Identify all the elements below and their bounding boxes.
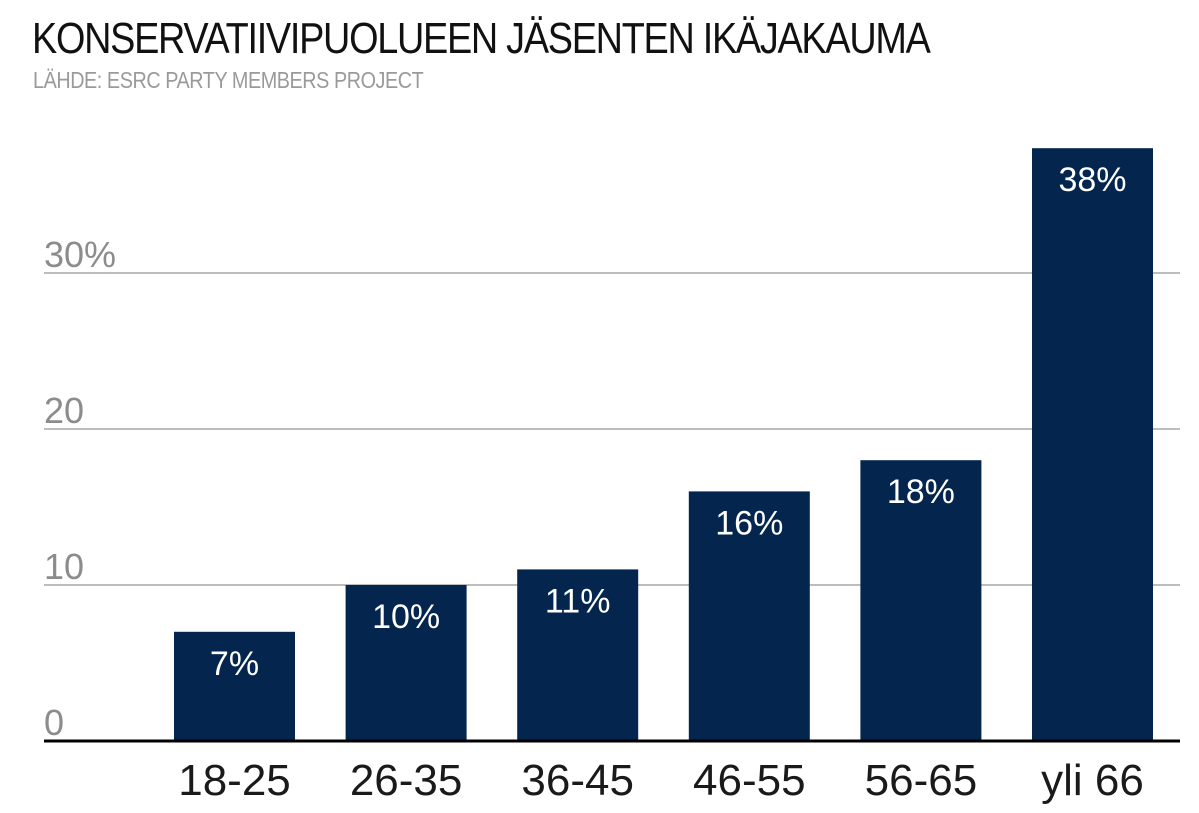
bars bbox=[174, 148, 1153, 741]
bar bbox=[345, 585, 467, 741]
data-label: 10% bbox=[372, 598, 440, 636]
category-label: 46-55 bbox=[693, 756, 806, 805]
bar bbox=[1032, 148, 1153, 741]
category-label: 36-45 bbox=[521, 756, 634, 805]
y-tick-label: 20 bbox=[44, 390, 84, 431]
chart-title: KONSERVATIIVIPUOLUEEN JÄSENTEN IKÄJAKAUM… bbox=[32, 14, 931, 63]
bar bbox=[688, 491, 810, 741]
category-label: 26-35 bbox=[350, 756, 463, 805]
y-tick-label: 0 bbox=[44, 702, 64, 743]
y-tick-label: 10 bbox=[44, 546, 84, 587]
y-axis-ticks: 0 10 20 30% bbox=[44, 234, 116, 743]
data-label: 11% bbox=[545, 582, 611, 620]
data-label: 7% bbox=[210, 645, 259, 683]
bar bbox=[860, 460, 982, 741]
data-label: 38% bbox=[1058, 161, 1126, 199]
y-tick-label: 30% bbox=[44, 234, 116, 275]
bar bbox=[174, 631, 295, 741]
category-label: yli 66 bbox=[1041, 756, 1144, 805]
data-label: 18% bbox=[887, 473, 955, 511]
data-label: 16% bbox=[715, 504, 783, 542]
bar bbox=[517, 569, 639, 741]
category-label: 18-25 bbox=[178, 756, 291, 805]
x-axis-categories: 18-25 26-35 36-45 46-55 56-65 yli 66 bbox=[178, 756, 1144, 805]
chart-subtitle: LÄHDE: ESRC PARTY MEMBERS PROJECT bbox=[33, 67, 424, 93]
data-labels: 7% 10% 11% 16% 18% 38% bbox=[210, 161, 1127, 683]
gridlines bbox=[44, 272, 1180, 586]
category-label: 56-65 bbox=[865, 756, 978, 805]
